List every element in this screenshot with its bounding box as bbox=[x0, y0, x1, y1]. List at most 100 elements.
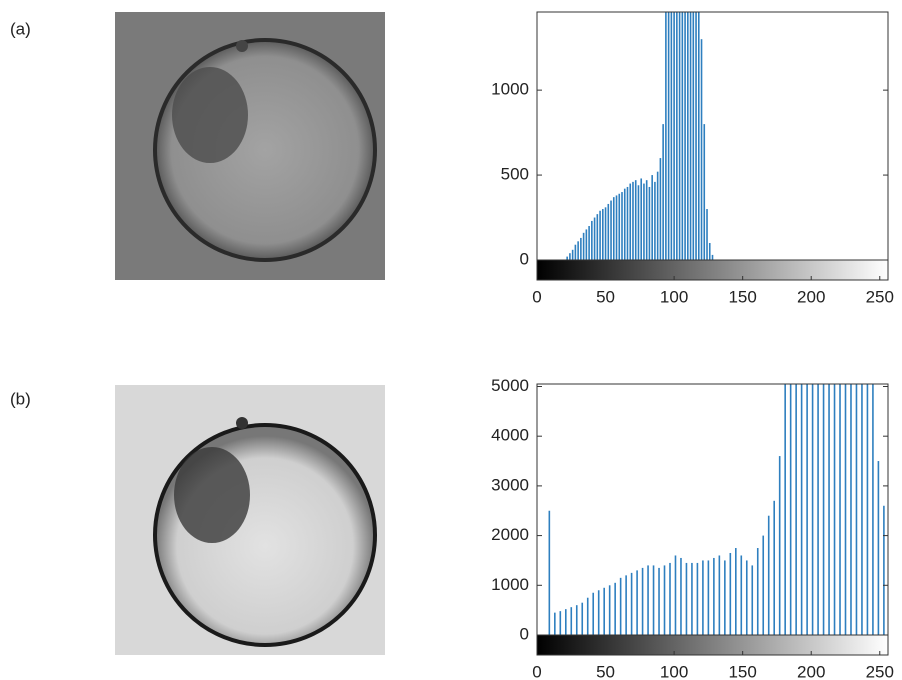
bar bbox=[707, 560, 710, 635]
bar bbox=[817, 384, 819, 635]
bar bbox=[745, 560, 748, 635]
bar bbox=[806, 384, 808, 635]
bar bbox=[662, 124, 664, 260]
axes-box bbox=[536, 383, 889, 636]
bar bbox=[630, 572, 633, 635]
bar bbox=[789, 384, 792, 635]
bar bbox=[674, 555, 677, 635]
bar bbox=[729, 552, 732, 635]
bar bbox=[872, 384, 874, 635]
bar bbox=[855, 384, 858, 635]
colorbar bbox=[536, 634, 889, 656]
bar bbox=[621, 192, 623, 260]
bar bbox=[680, 557, 682, 635]
bar bbox=[612, 197, 615, 260]
bar bbox=[877, 461, 880, 635]
bar bbox=[643, 183, 645, 260]
y-tick-label: 0 bbox=[520, 624, 529, 643]
y-tick-label: 1000 bbox=[491, 575, 529, 594]
bar bbox=[656, 171, 659, 260]
x-tick-label: 250 bbox=[866, 662, 894, 680]
bar bbox=[795, 384, 797, 635]
x-tick-label: 0 bbox=[532, 287, 541, 306]
bar bbox=[767, 515, 770, 635]
bar bbox=[773, 500, 775, 635]
bar bbox=[800, 384, 803, 635]
x-tick-label: 250 bbox=[866, 287, 894, 306]
bar bbox=[669, 562, 671, 635]
x-tick-label: 100 bbox=[660, 287, 688, 306]
bar bbox=[575, 605, 578, 635]
bar bbox=[706, 209, 708, 260]
bar bbox=[681, 12, 684, 260]
y-tick-label: 2000 bbox=[491, 525, 529, 544]
bar bbox=[673, 12, 675, 260]
bar bbox=[618, 193, 621, 260]
bar bbox=[811, 384, 814, 635]
bar bbox=[577, 241, 579, 260]
bar bbox=[597, 590, 600, 635]
x-tick-label: 0 bbox=[532, 662, 541, 680]
bar bbox=[614, 582, 616, 635]
y-tick-label: 3000 bbox=[491, 475, 529, 494]
bar bbox=[724, 560, 726, 635]
bar bbox=[625, 575, 627, 635]
bar bbox=[591, 220, 593, 260]
panel-label: (a) bbox=[10, 19, 31, 38]
bar bbox=[569, 253, 571, 260]
bar bbox=[702, 560, 704, 635]
bar bbox=[658, 567, 660, 635]
bar bbox=[713, 557, 715, 635]
bar bbox=[740, 555, 743, 635]
bar bbox=[689, 12, 692, 260]
bar bbox=[604, 207, 607, 260]
bar bbox=[784, 384, 786, 635]
y-tick-label: 1000 bbox=[491, 80, 529, 99]
bar bbox=[548, 510, 551, 635]
bar bbox=[833, 384, 836, 635]
bar bbox=[659, 158, 662, 260]
bar bbox=[850, 384, 852, 635]
bar bbox=[586, 597, 589, 635]
bar bbox=[696, 562, 699, 635]
bar bbox=[564, 609, 567, 635]
bar bbox=[828, 384, 830, 635]
bar bbox=[756, 548, 759, 635]
bar bbox=[593, 217, 596, 260]
bar bbox=[623, 188, 626, 260]
bar bbox=[607, 203, 610, 260]
bar bbox=[667, 12, 670, 260]
bar bbox=[619, 577, 622, 635]
bar bbox=[588, 226, 590, 260]
bar bbox=[608, 585, 611, 635]
image-b bbox=[115, 385, 385, 655]
bar bbox=[708, 243, 711, 260]
bar bbox=[695, 12, 697, 260]
bar bbox=[822, 384, 825, 635]
bar bbox=[592, 592, 595, 635]
bar bbox=[626, 186, 629, 260]
bar bbox=[665, 12, 667, 260]
bar bbox=[566, 256, 568, 260]
bar bbox=[629, 183, 632, 260]
panel-label: (b) bbox=[10, 389, 31, 408]
bar bbox=[603, 587, 605, 635]
x-tick-label: 150 bbox=[728, 662, 756, 680]
bar bbox=[703, 124, 706, 260]
bar bbox=[697, 12, 700, 260]
bar bbox=[691, 562, 693, 635]
bar bbox=[645, 180, 648, 260]
bar bbox=[654, 181, 656, 260]
bar bbox=[634, 180, 637, 260]
bar bbox=[647, 565, 649, 635]
bar bbox=[883, 505, 885, 635]
bar bbox=[641, 567, 644, 635]
bar bbox=[685, 562, 688, 635]
x-tick-label: 100 bbox=[660, 662, 688, 680]
y-tick-label: 5000 bbox=[491, 376, 529, 395]
bar bbox=[684, 12, 686, 260]
bar bbox=[640, 178, 643, 260]
bar bbox=[596, 214, 599, 260]
x-tick-label: 150 bbox=[728, 287, 756, 306]
